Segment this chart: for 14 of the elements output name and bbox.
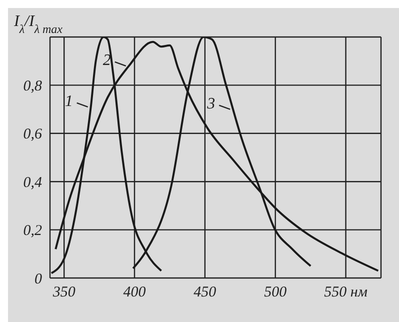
y-tick-label: 0 (34, 271, 42, 288)
x-tick-label: 350 (52, 284, 76, 301)
x-tick-label: 550 нм (324, 284, 368, 301)
annotation: 1 (64, 92, 73, 110)
annotation: 2 (102, 52, 111, 69)
x-tick-label: 400 (123, 284, 146, 301)
x-tick-label: 450 (194, 284, 217, 301)
y-axis-title: I$_{λ}$/I$_{λ max}$ (13, 13, 64, 36)
y-tick-label: 0,6 (23, 126, 42, 143)
y-tick-label: 0,2 (23, 223, 42, 240)
y-tick-label: 0,8 (23, 78, 42, 95)
x-tick-label: 500 (264, 284, 288, 301)
y-tick-label: 0,4 (23, 174, 42, 191)
annotation: 3 (206, 95, 216, 112)
